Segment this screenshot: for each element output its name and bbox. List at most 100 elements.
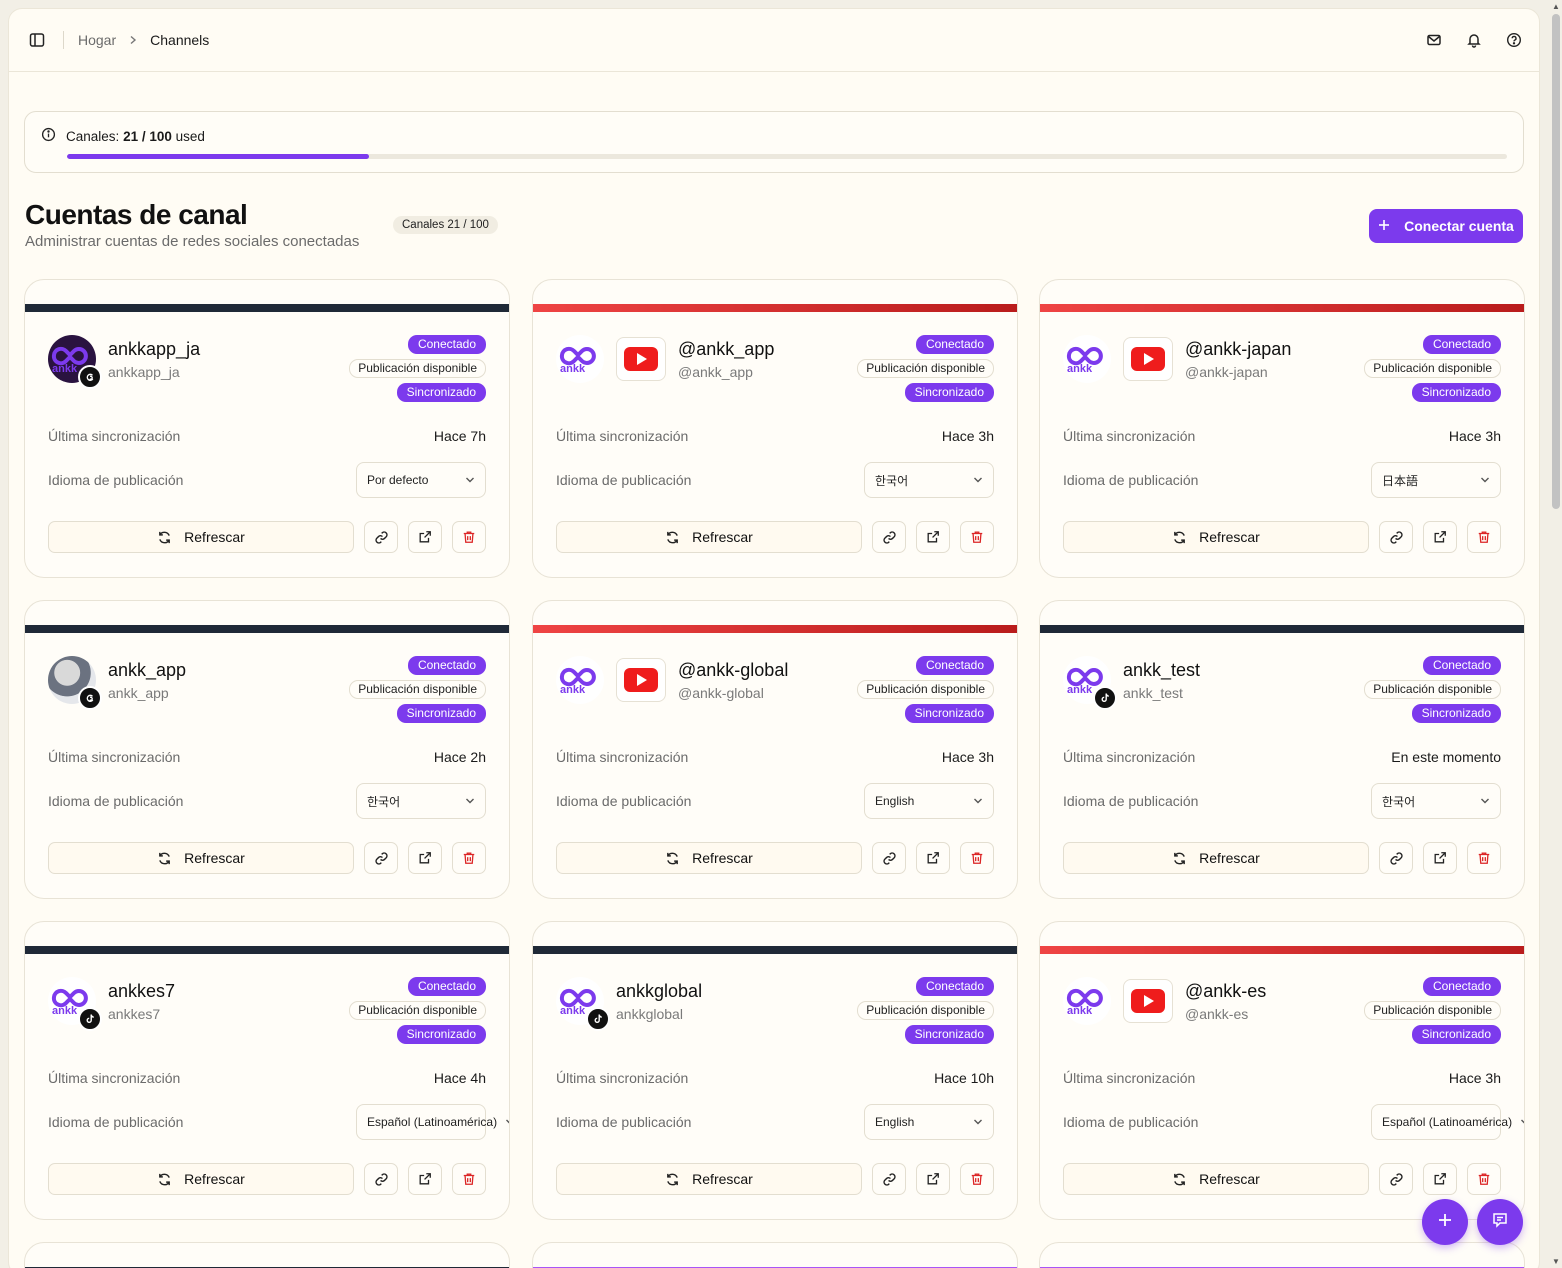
delete-button[interactable] xyxy=(452,842,486,874)
open-external-button[interactable] xyxy=(408,842,442,874)
feedback-fab-button[interactable] xyxy=(1477,1199,1523,1245)
refresh-button[interactable]: Refrescar xyxy=(556,521,862,553)
language-row: Idioma de publicación English xyxy=(556,1104,994,1140)
language-label: Idioma de publicación xyxy=(556,793,692,809)
language-select[interactable]: Español (Latinoamérica) xyxy=(356,1104,509,1140)
channel-card xyxy=(532,1242,1018,1268)
synced-badge: Sincronizado xyxy=(904,383,994,402)
trash-icon xyxy=(462,530,476,544)
language-select[interactable]: 日本語 xyxy=(1371,462,1501,498)
open-external-button[interactable] xyxy=(1423,1163,1457,1195)
open-external-button[interactable] xyxy=(1423,842,1457,874)
delete-button[interactable] xyxy=(960,842,994,874)
delete-button[interactable] xyxy=(452,1163,486,1195)
language-row: Idioma de publicación Por defecto xyxy=(48,462,486,498)
account-name: ankkglobal xyxy=(616,980,703,1001)
language-select[interactable]: 한국어 xyxy=(864,462,994,498)
open-external-button[interactable] xyxy=(408,521,442,553)
language-value: 한국어 xyxy=(367,794,401,809)
refresh-label: Refrescar xyxy=(184,529,245,545)
help-icon[interactable] xyxy=(1505,31,1523,49)
copy-link-button[interactable] xyxy=(872,1163,906,1195)
platform-stripe xyxy=(533,304,1017,312)
copy-link-button[interactable] xyxy=(364,842,398,874)
synced-badge: Sincronizado xyxy=(904,704,994,723)
copy-link-button[interactable] xyxy=(364,521,398,553)
scrollbar-thumb[interactable] xyxy=(1552,14,1560,509)
copy-link-button[interactable] xyxy=(872,842,906,874)
refresh-button[interactable]: Refrescar xyxy=(556,842,862,874)
connected-badge: Conectado xyxy=(1422,977,1501,996)
avatar xyxy=(48,656,102,710)
delete-button[interactable] xyxy=(1467,1163,1501,1195)
account-handle: @ankk-global xyxy=(678,684,764,701)
publish-available-badge: Publicación disponible xyxy=(349,1001,486,1020)
refresh-icon xyxy=(157,530,172,545)
open-external-button[interactable] xyxy=(408,1163,442,1195)
language-select[interactable]: Por defecto xyxy=(356,462,486,498)
add-fab-button[interactable] xyxy=(1422,1199,1468,1245)
language-label: Idioma de publicación xyxy=(1063,793,1199,809)
language-select[interactable]: English xyxy=(864,783,994,819)
platform-stripe xyxy=(25,625,509,633)
feedback-icon xyxy=(1491,1211,1509,1234)
svg-text:ankk: ankk xyxy=(52,363,78,374)
language-select[interactable]: 한국어 xyxy=(356,783,486,819)
refresh-button[interactable]: Refrescar xyxy=(1063,842,1369,874)
refresh-button[interactable]: Refrescar xyxy=(48,521,354,553)
account-header: ankk @ankk-global @ankk-global xyxy=(556,656,788,704)
sidebar-toggle-icon[interactable] xyxy=(27,30,47,50)
avatar: ankk xyxy=(48,977,102,1031)
open-external-button[interactable] xyxy=(916,1163,950,1195)
account-name: @ankk-japan xyxy=(1185,338,1292,359)
delete-button[interactable] xyxy=(960,521,994,553)
scroll-up-arrow[interactable]: ▲ xyxy=(1552,1,1560,11)
refresh-label: Refrescar xyxy=(692,529,753,545)
refresh-button[interactable]: Refrescar xyxy=(1063,521,1369,553)
platform-stripe xyxy=(1040,946,1524,954)
mail-icon[interactable] xyxy=(1425,31,1443,49)
open-external-button[interactable] xyxy=(1423,521,1457,553)
connect-account-button[interactable]: Conectar cuenta xyxy=(1369,209,1523,243)
delete-button[interactable] xyxy=(1467,521,1501,553)
plus-icon xyxy=(1378,218,1390,234)
refresh-button[interactable]: Refrescar xyxy=(556,1163,862,1195)
channel-card: ankk ankk_test ankk_test Conectado Publi… xyxy=(1039,600,1525,899)
copy-link-button[interactable] xyxy=(1379,1163,1413,1195)
open-external-button[interactable] xyxy=(916,842,950,874)
chevron-down-icon xyxy=(465,475,475,485)
open-external-button[interactable] xyxy=(916,521,950,553)
copy-link-button[interactable] xyxy=(1379,521,1413,553)
copy-link-button[interactable] xyxy=(364,1163,398,1195)
account-header: ankk @ankk_app @ankk_app xyxy=(556,335,774,383)
card-actions: Refrescar xyxy=(1063,842,1501,874)
copy-link-button[interactable] xyxy=(872,521,906,553)
delete-button[interactable] xyxy=(452,521,486,553)
synced-badge: Sincronizado xyxy=(396,704,486,723)
delete-button[interactable] xyxy=(1467,842,1501,874)
refresh-button[interactable]: Refrescar xyxy=(48,1163,354,1195)
copy-link-button[interactable] xyxy=(1379,842,1413,874)
language-label: Idioma de publicación xyxy=(48,472,184,488)
language-select[interactable]: Español (Latinoamérica) xyxy=(1371,1104,1524,1140)
trash-icon xyxy=(970,851,984,865)
breadcrumb-home[interactable]: Hogar xyxy=(78,32,117,48)
status-badges: Conectado Publicación disponible Sincron… xyxy=(1364,977,1501,1044)
language-select[interactable]: English xyxy=(864,1104,994,1140)
quota-value: 21 / 100 xyxy=(123,128,172,144)
last-sync-row: Última sincronización Hace 4h xyxy=(48,1070,486,1086)
language-select[interactable]: 한국어 xyxy=(1371,783,1501,819)
last-sync-row: Última sincronización Hace 3h xyxy=(556,749,994,765)
refresh-button[interactable]: Refrescar xyxy=(48,842,354,874)
scroll-down-arrow[interactable]: ▼ xyxy=(1552,1256,1560,1266)
refresh-button[interactable]: Refrescar xyxy=(1063,1163,1369,1195)
account-names: ankkapp_ja ankkapp_ja xyxy=(108,339,200,380)
status-badges: Conectado Publicación disponible Sincron… xyxy=(1364,335,1501,402)
language-value: 한국어 xyxy=(1382,794,1416,809)
delete-button[interactable] xyxy=(960,1163,994,1195)
refresh-icon xyxy=(665,1172,680,1187)
bell-icon[interactable] xyxy=(1465,31,1483,49)
account-names: ankk_app ankk_app xyxy=(108,660,186,701)
language-value: English xyxy=(875,794,915,808)
external-link-icon xyxy=(418,1172,432,1186)
